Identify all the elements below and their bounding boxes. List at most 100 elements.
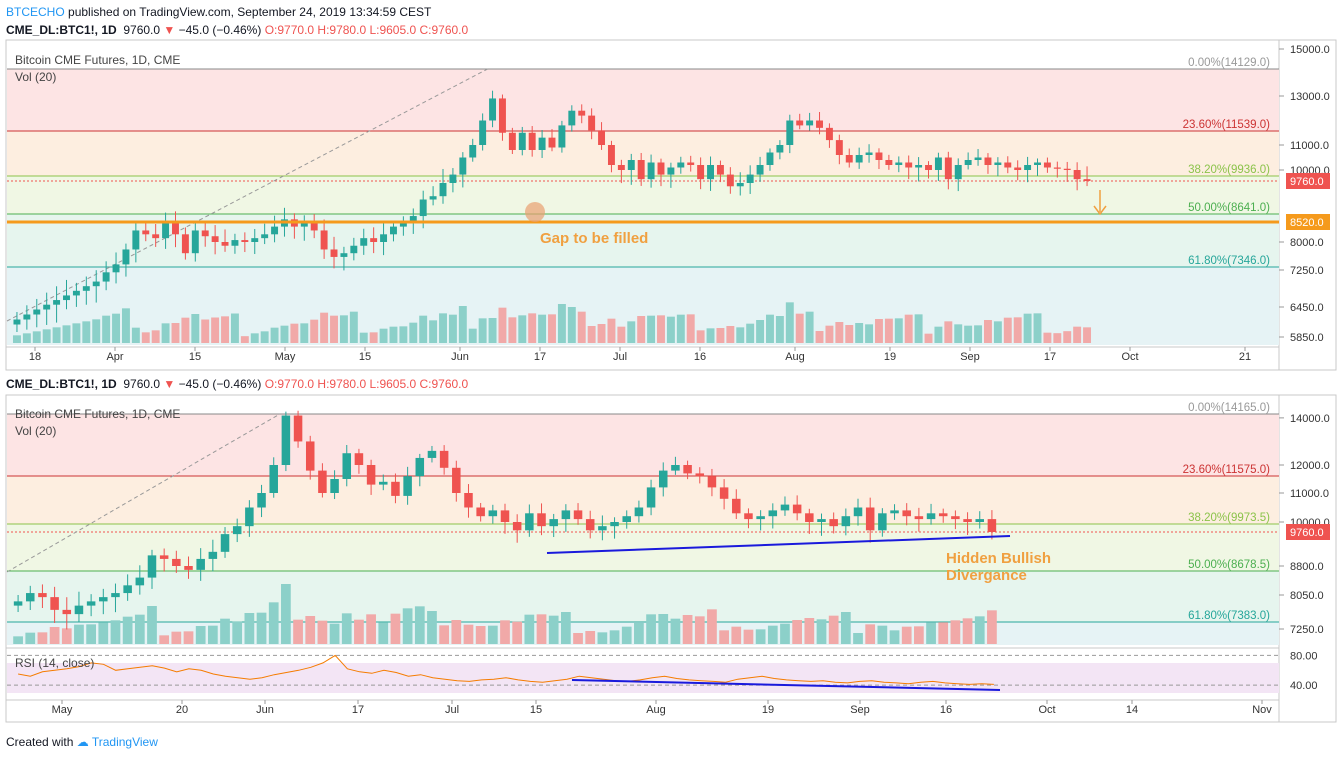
- gap-annotation: Gap to be filled: [540, 230, 648, 247]
- candle-body: [320, 230, 328, 250]
- volume-bar: [341, 613, 352, 644]
- volume-bar: [86, 624, 96, 644]
- candle-body: [1024, 165, 1032, 170]
- symbol[interactable]: CME_DL:BTC1!, 1D: [6, 23, 117, 37]
- candle-body: [558, 125, 566, 148]
- volume-bar: [448, 314, 457, 343]
- volume-bar: [389, 326, 398, 343]
- volume-bar: [61, 628, 72, 644]
- candle-body: [598, 526, 607, 531]
- volume-bar: [270, 327, 279, 343]
- volume-bar: [220, 618, 230, 644]
- volume-bar: [92, 319, 101, 343]
- volume-bar: [201, 319, 210, 343]
- candle-body: [647, 162, 655, 180]
- candle-body: [245, 507, 254, 527]
- volume-bar: [13, 636, 23, 644]
- volume-bar: [875, 319, 883, 343]
- publish-info: published on TradingView.com, September …: [68, 5, 432, 19]
- candle-body: [13, 601, 23, 606]
- volume-bar: [795, 313, 804, 343]
- candle-body: [875, 152, 883, 160]
- panel-2-frame: [5, 394, 1337, 723]
- volume-bar: [419, 315, 428, 343]
- candle-body: [829, 519, 838, 527]
- volume-bar: [451, 620, 462, 644]
- time-tick-label: 15: [530, 704, 542, 716]
- candle-body: [1043, 162, 1051, 168]
- volume-bar: [756, 320, 765, 343]
- volume-bar: [131, 327, 140, 343]
- tradingview-logo-icon[interactable]: ☁: [76, 735, 89, 749]
- volume-bar: [49, 627, 60, 644]
- candle-body: [573, 510, 583, 520]
- candle-body: [231, 240, 239, 246]
- candle-body: [744, 513, 753, 520]
- volume-bar: [1043, 332, 1052, 343]
- candle-body: [25, 593, 35, 602]
- candle-body: [181, 234, 189, 254]
- volume-bar: [25, 632, 36, 644]
- candle-body: [162, 222, 170, 239]
- volume-bars: [12, 302, 1092, 343]
- volume-bar: [221, 316, 229, 343]
- volume-bar: [260, 331, 269, 343]
- volume-bar: [151, 330, 160, 343]
- time-tick-label: May: [52, 704, 73, 716]
- candle-body: [508, 132, 516, 150]
- candle-body: [598, 130, 606, 145]
- volume-bar: [305, 616, 316, 644]
- candle-body: [617, 165, 625, 170]
- candle-body: [987, 519, 997, 532]
- candle-body: [439, 450, 449, 468]
- volume-bar: [147, 606, 157, 644]
- candle-body: [855, 155, 863, 163]
- candle-body: [934, 157, 942, 170]
- candle-body: [427, 450, 437, 458]
- candle-body: [578, 110, 586, 116]
- volume-bar: [987, 610, 997, 644]
- symbol[interactable]: CME_DL:BTC1!, 1D: [6, 377, 117, 391]
- badge-text: 9760.0: [1290, 176, 1324, 188]
- candle-body: [330, 479, 339, 493]
- volume-bar: [577, 311, 586, 343]
- volume-bar: [22, 333, 31, 343]
- time-tick-label: 17: [534, 351, 546, 363]
- candle-body: [806, 120, 814, 126]
- volume-bar: [458, 306, 467, 343]
- candle-body: [142, 230, 150, 235]
- time-tick-label: Jun: [451, 351, 469, 363]
- author-name[interactable]: BTCECHO: [6, 5, 65, 19]
- volume-bar: [62, 325, 71, 343]
- volume-bar: [463, 624, 474, 644]
- volume-bar: [232, 621, 243, 644]
- candle-body: [390, 226, 397, 235]
- candle-body: [865, 152, 873, 155]
- volume-bar: [805, 311, 814, 343]
- tradingview-brand[interactable]: TradingView: [91, 735, 158, 749]
- candle-body: [196, 558, 205, 570]
- candle-body: [370, 238, 378, 242]
- volume-bar: [597, 632, 608, 644]
- volume-bar: [339, 315, 348, 343]
- volume-bar: [354, 619, 364, 644]
- candle-body: [805, 513, 814, 522]
- fib-trend-dashed-line: [6, 413, 281, 573]
- volume-bar: [877, 625, 888, 644]
- volume-bar: [840, 612, 851, 644]
- volume-bar: [330, 315, 338, 343]
- fib-level-label: 38.20%(9936.0): [1188, 164, 1270, 176]
- candle-body: [697, 165, 705, 180]
- fib-level-label: 50.00%(8678.5): [1188, 559, 1270, 571]
- candle-body: [951, 516, 960, 520]
- candle-body: [853, 507, 863, 517]
- volume-bar: [743, 629, 754, 644]
- candle-body: [944, 157, 952, 180]
- volume-bar: [865, 324, 874, 343]
- fib-level-label: 0.00%(14165.0): [1188, 402, 1270, 414]
- candle-body: [449, 174, 457, 183]
- rsi-band: [7, 663, 1279, 693]
- panel-1-frame: [5, 39, 1337, 371]
- candle-body: [878, 513, 887, 531]
